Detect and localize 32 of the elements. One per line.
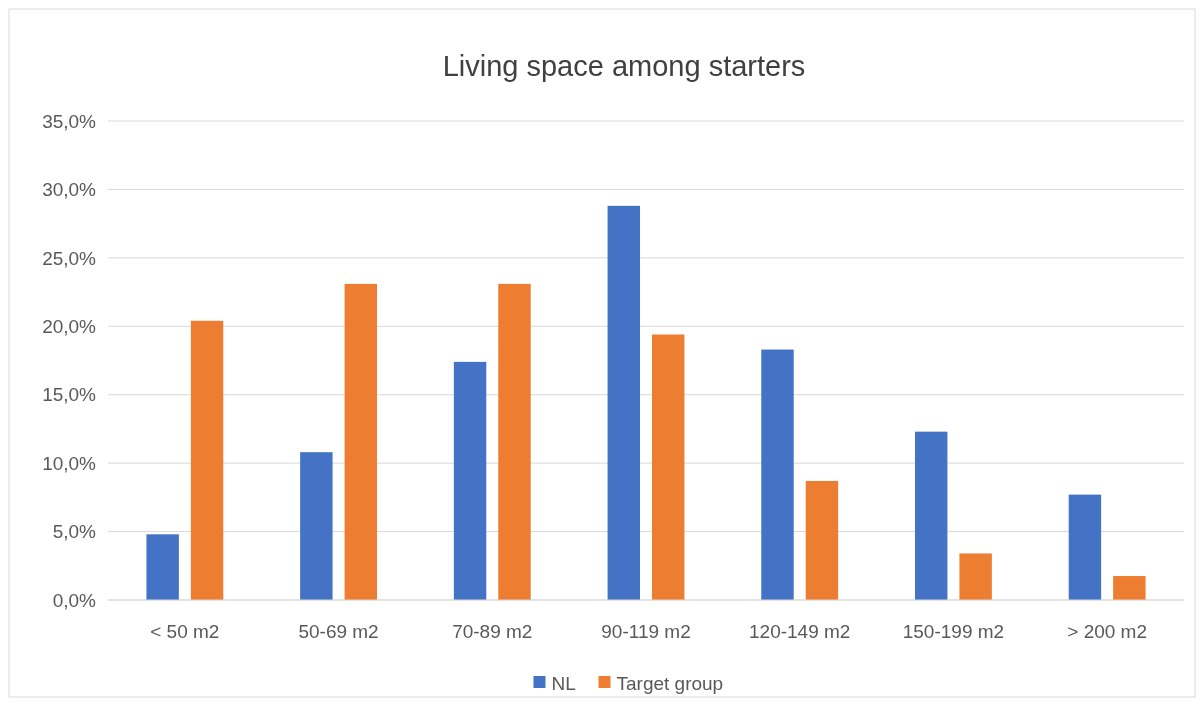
bar: [915, 431, 948, 600]
y-tick-label: 15,0%: [42, 384, 97, 406]
x-tick-label: 50-69 m2: [298, 621, 379, 642]
bar: [959, 553, 992, 600]
x-tick-label: 150-199 m2: [902, 621, 1005, 642]
bar: [1113, 576, 1146, 600]
bar: [1068, 494, 1102, 600]
bar: [300, 452, 333, 600]
y-tick-label: 5,0%: [52, 521, 97, 543]
x-tick-label: 90-119 m2: [601, 621, 691, 642]
bar: [344, 283, 377, 600]
y-tick-label: 10,0%: [42, 452, 97, 474]
y-tick-label: 25,0%: [42, 247, 97, 269]
bar: [607, 205, 640, 600]
bar: [498, 283, 531, 600]
bar: [146, 534, 179, 600]
legend-label: NL: [551, 672, 576, 694]
chart-title: Living space among starters: [442, 50, 806, 82]
bar: [190, 320, 224, 600]
y-tick-label: 35,0%: [42, 110, 97, 132]
x-tick-label: > 200 m2: [1067, 621, 1148, 642]
y-tick-label: 0,0%: [52, 589, 97, 611]
x-tick-label: < 50 m2: [150, 621, 220, 642]
x-tick-label: 70-89 m2: [452, 621, 533, 642]
y-tick-label: 30,0%: [42, 179, 97, 201]
bar: [453, 361, 487, 600]
legend-label: Target group: [616, 672, 724, 694]
y-tick-label: 20,0%: [42, 315, 97, 337]
bar: [805, 480, 839, 600]
bar: [652, 334, 685, 600]
bar: [761, 349, 794, 600]
x-tick-label: 120-149 m2: [749, 621, 851, 642]
